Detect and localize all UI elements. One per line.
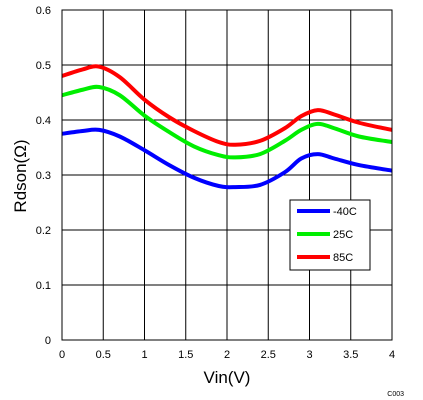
tick-labels: 0 0.5 1 1.5 2 2.5 3 3.5 4 0 0.1 0.2 0.3 0.4 0.5 0.6: [36, 5, 395, 361]
x-tick-label: 0.5: [96, 349, 111, 361]
legend-label: 25C: [333, 229, 353, 241]
y-tick-label: 0.6: [36, 5, 51, 17]
legend: -40C 25C 85C: [289, 199, 371, 271]
x-tick-label: 4: [389, 349, 395, 361]
y-tick-label: 0: [45, 335, 51, 347]
x-tick-label: 1.5: [178, 349, 193, 361]
series-line-85c: [61, 64, 393, 147]
x-tick-label: 3: [306, 349, 312, 361]
y-tick-label: 0.5: [36, 60, 51, 72]
x-tick-label: 2.5: [261, 349, 276, 361]
figure-code: C003: [387, 391, 404, 398]
y-tick-label: 0.3: [36, 170, 51, 182]
legend-label: 85C: [333, 252, 353, 264]
y-axis-title: Rdson(Ω): [11, 139, 30, 212]
y-tick-label: 0.4: [36, 115, 51, 127]
legend-label: -40C: [333, 206, 357, 218]
y-tick-label: 0.1: [36, 280, 51, 292]
series-line-25c: [61, 84, 393, 160]
series-lines: [61, 64, 393, 190]
x-tick-label: 0: [59, 349, 65, 361]
x-axis-title: Vin(V): [204, 368, 251, 387]
grid: [61, 9, 393, 341]
x-tick-label: 1: [141, 349, 147, 361]
y-tick-label: 0.2: [36, 225, 51, 237]
x-tick-label: 2: [224, 349, 230, 361]
series-line-40c: [61, 127, 393, 190]
plot-frame: [61, 9, 393, 341]
x-tick-label: 3.5: [343, 349, 358, 361]
